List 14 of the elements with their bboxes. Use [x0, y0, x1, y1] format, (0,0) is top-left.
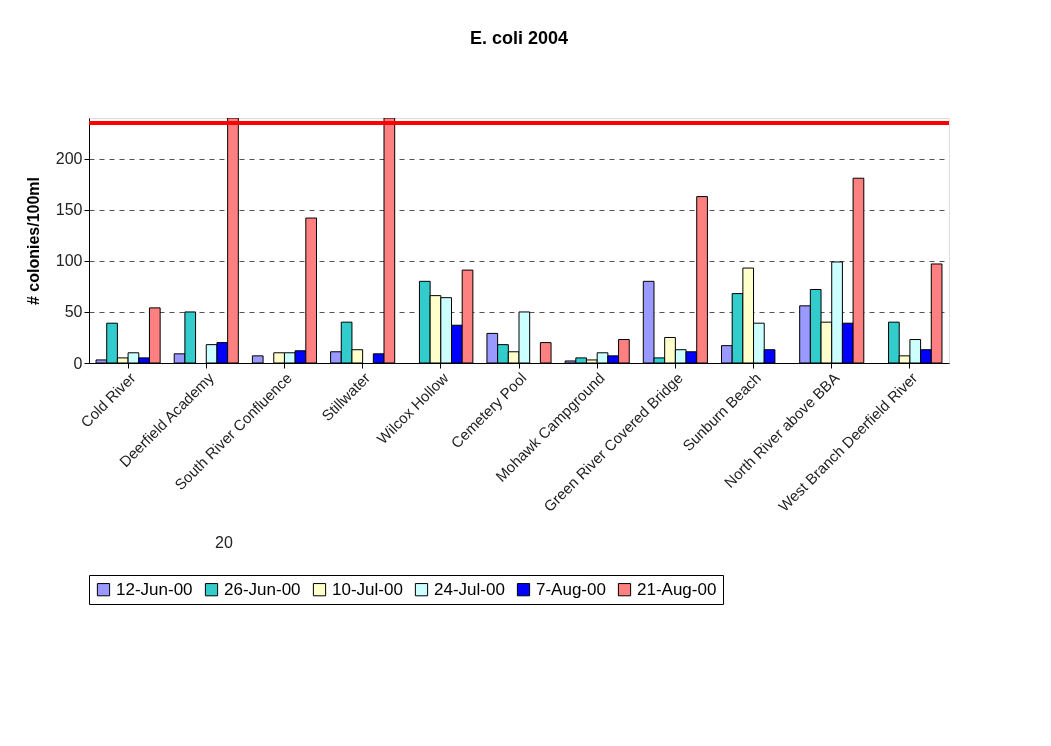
y-tick-label: 150: [55, 201, 83, 219]
y-tick-label: 50: [64, 303, 83, 321]
legend-label: 7-Aug-00: [536, 579, 606, 599]
y-axis-title: # colonies/100ml: [24, 176, 42, 306]
y-tick-label: 100: [55, 252, 83, 270]
legend-label: 10-Jul-00: [332, 579, 403, 599]
chart-title: E. coli 2004: [469, 28, 569, 48]
y-tick-label: 200: [55, 150, 83, 168]
y-tick-label: 0: [73, 354, 83, 372]
legend-label: 12-Jun-00: [116, 579, 193, 599]
legend-label: 26-Jun-00: [224, 579, 301, 599]
legend-label: 21-Aug-00: [637, 579, 717, 599]
legend-label: 24-Jul-00: [434, 579, 505, 599]
text: 20: [215, 534, 233, 551]
